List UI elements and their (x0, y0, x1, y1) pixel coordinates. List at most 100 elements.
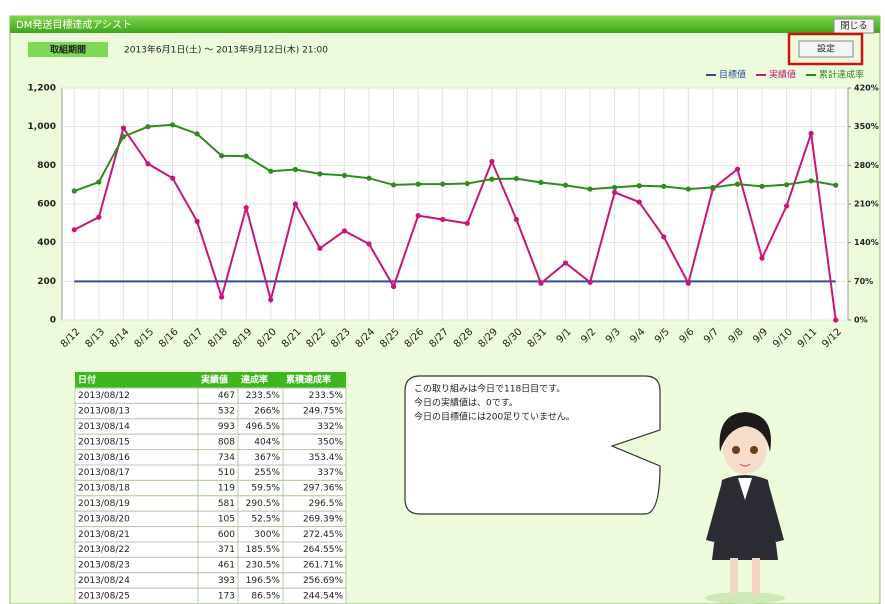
point (268, 169, 273, 174)
y-tick-label: 400 (37, 238, 56, 248)
point (735, 182, 740, 187)
point (268, 297, 273, 302)
table-cell: 350% (317, 437, 343, 447)
y2-tick-label: 0% (854, 316, 868, 325)
point (759, 256, 764, 261)
table-cell: 332% (317, 422, 343, 432)
table-cell: 261.71% (303, 561, 343, 571)
point (563, 260, 568, 265)
table-cell: 581 (218, 499, 235, 509)
point (809, 178, 814, 183)
table-cell: 808 (218, 437, 235, 447)
point (735, 167, 740, 172)
point (170, 122, 175, 127)
table-cell: 496.5% (246, 422, 281, 432)
y2-tick-label: 420% (854, 84, 879, 93)
legend-label: 累計達成率 (819, 69, 864, 81)
point (440, 217, 445, 222)
point (317, 171, 322, 176)
point (612, 190, 617, 195)
point (391, 182, 396, 187)
point (538, 281, 543, 286)
point (391, 284, 396, 289)
y2-tick-label: 280% (854, 161, 879, 170)
table-cell: 367% (254, 453, 280, 463)
point (784, 182, 789, 187)
table-cell: 266% (254, 407, 280, 417)
point (710, 185, 715, 190)
table-cell: 2013/08/18 (78, 484, 130, 494)
table-cell: 2013/08/21 (78, 530, 130, 540)
point (293, 201, 298, 206)
table-cell: 2013/08/23 (78, 561, 130, 571)
table-cell: 993 (218, 422, 235, 432)
leg (730, 558, 738, 594)
title-bar (10, 16, 880, 33)
point (563, 183, 568, 188)
close-label[interactable]: 閉じる (840, 21, 867, 32)
table-cell: 173 (218, 591, 235, 601)
period: 2013年6月1日(土) ～ 2013年9月12日(木) 21:00 (124, 44, 328, 56)
point (465, 181, 470, 186)
table-cell: 272.45% (303, 530, 343, 540)
table-cell: 196.5% (246, 576, 281, 586)
point (366, 176, 371, 181)
table-cell: 2013/08/14 (78, 422, 130, 432)
point (784, 203, 789, 208)
point (833, 317, 838, 322)
point (489, 159, 494, 164)
table-cell: 255% (254, 468, 280, 478)
point (145, 161, 150, 166)
table-cell: 300% (254, 530, 280, 540)
eye (732, 446, 740, 454)
y2-tick-label: 350% (854, 122, 879, 131)
table-cell: 233.5% (309, 391, 344, 401)
point (96, 179, 101, 184)
point (244, 205, 249, 210)
point (587, 280, 592, 285)
point (514, 217, 519, 222)
table-cell: 185.5% (246, 545, 281, 555)
point (121, 125, 126, 130)
point (145, 124, 150, 129)
y-tick-label: 1,200 (28, 84, 56, 94)
point (538, 180, 543, 185)
point (317, 246, 322, 251)
point (244, 154, 249, 159)
point (686, 281, 691, 286)
point (686, 186, 691, 191)
table-cell: 290.5% (246, 499, 281, 509)
table-cell: 59.5% (251, 484, 280, 494)
settings-label[interactable]: 設定 (817, 43, 835, 55)
point (489, 177, 494, 182)
table-cell: 2013/08/12 (78, 391, 130, 401)
shadow (705, 592, 785, 604)
table-cell: 256.69% (303, 576, 343, 586)
table-cell: 2013/08/24 (78, 576, 130, 586)
point (809, 131, 814, 136)
table-cell: 2013/08/15 (78, 437, 130, 447)
table-cell: 393 (218, 576, 235, 586)
point (612, 185, 617, 190)
speech-line: 今日の実績値は、0です。 (414, 397, 518, 409)
period-label: 取組期間 (50, 44, 86, 56)
point (170, 175, 175, 180)
table-cell: 600 (218, 530, 235, 540)
point (293, 167, 298, 172)
y-tick-label: 200 (37, 277, 56, 287)
table-cell: 264.55% (303, 545, 343, 555)
speech-line: 今日の目標値には200足りていません。 (414, 411, 575, 423)
point (121, 134, 126, 139)
y2-tick-label: 140% (854, 238, 879, 247)
table-cell: 119 (218, 484, 235, 494)
point (440, 182, 445, 187)
table-cell: 269.39% (303, 514, 343, 524)
table-cell: 2013/08/25 (78, 591, 130, 601)
point (661, 234, 666, 239)
table-cell: 86.5% (251, 591, 280, 601)
window-title: DM発送目標達成アシスト (16, 18, 132, 31)
point (72, 227, 77, 232)
point (833, 183, 838, 188)
table-cell: 297.36% (303, 484, 343, 494)
point (759, 184, 764, 189)
